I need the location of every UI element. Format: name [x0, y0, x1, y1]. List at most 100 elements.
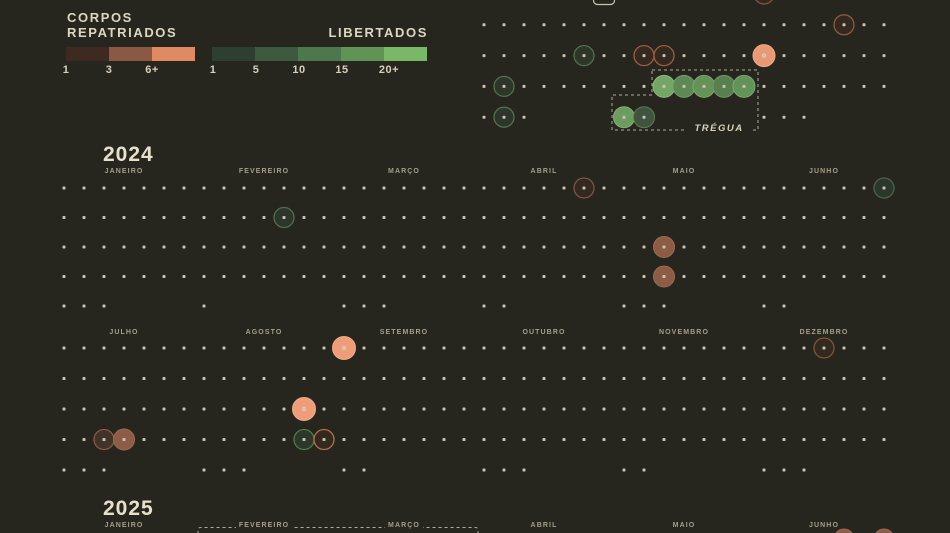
- day-dot: [602, 407, 606, 411]
- day-dot: [642, 377, 646, 380]
- day-dot: [762, 115, 766, 119]
- day-dot: [722, 275, 726, 278]
- day-dot: [642, 216, 646, 219]
- day-dot: [242, 377, 246, 380]
- day-dot: [762, 468, 766, 472]
- day-dot: [242, 438, 246, 441]
- day-dot: [582, 186, 586, 190]
- day-dot: [242, 346, 246, 350]
- day-dot: [722, 54, 726, 58]
- day-dot: [662, 304, 666, 308]
- day-dot: [602, 84, 606, 88]
- day-dot: [362, 216, 366, 219]
- day-dot: [642, 115, 646, 119]
- day-dot: [702, 84, 706, 88]
- day-dot: [382, 186, 386, 190]
- day-dot: [122, 275, 126, 278]
- truce-annotation-box: [611, 69, 759, 131]
- day-dot: [522, 216, 526, 219]
- day-dot: [422, 438, 426, 441]
- legend-scale-repatriados: [66, 47, 195, 61]
- day-dot: [742, 186, 746, 190]
- day-dot: [702, 377, 706, 380]
- day-dot: [482, 186, 486, 190]
- day-dot: [482, 23, 486, 27]
- day-dot: [742, 275, 746, 278]
- day-dot: [742, 407, 746, 411]
- day-dot: [362, 275, 366, 278]
- day-dot: [862, 186, 866, 190]
- day-dot: [582, 377, 586, 380]
- day-dot: [422, 407, 426, 411]
- day-dot: [662, 438, 666, 441]
- day-dot: [482, 407, 486, 411]
- day-dot: [282, 377, 286, 380]
- day-dot: [742, 438, 746, 441]
- day-dot: [362, 304, 366, 308]
- day-dot: [862, 407, 866, 411]
- day-dot: [522, 275, 526, 278]
- month-label-2024-novembro: NOVEMBRO: [658, 329, 710, 336]
- day-dot: [402, 216, 406, 219]
- day-dot: [662, 216, 666, 219]
- day-dot: [562, 275, 566, 278]
- day-dot: [542, 377, 546, 380]
- day-dot: [642, 84, 646, 88]
- day-dot: [202, 468, 206, 472]
- day-dot: [242, 468, 246, 472]
- day-dot: [562, 84, 566, 88]
- day-dot: [462, 216, 466, 219]
- day-dot: [142, 275, 146, 278]
- day-dot: [222, 468, 226, 472]
- day-dot: [782, 216, 786, 219]
- day-dot: [862, 438, 866, 441]
- day-dot: [402, 245, 406, 249]
- day-dot: [82, 186, 86, 190]
- day-dot: [882, 438, 886, 441]
- day-dot: [882, 54, 886, 58]
- day-dot: [202, 245, 206, 249]
- day-dot: [62, 346, 66, 350]
- legend-segment-6+: [152, 47, 195, 61]
- day-dot: [582, 23, 586, 27]
- day-dot: [822, 84, 826, 88]
- day-dot: [362, 407, 366, 411]
- day-dot: [462, 438, 466, 441]
- day-dot: [502, 275, 506, 278]
- day-dot: [822, 377, 826, 380]
- day-dot: [842, 377, 846, 380]
- legend-tick-libertados-15: 15: [335, 64, 349, 76]
- legend-segment-5: [255, 47, 298, 61]
- day-dot: [882, 346, 886, 350]
- day-dot: [382, 438, 386, 441]
- day-dot: [422, 186, 426, 190]
- day-dot: [242, 245, 246, 249]
- day-dot: [762, 186, 766, 190]
- day-dot: [422, 245, 426, 249]
- legend-segment-3: [109, 47, 152, 61]
- month-label-2024-outubro: OUTUBRO: [522, 329, 566, 336]
- day-dot: [482, 346, 486, 350]
- day-dot: [762, 304, 766, 308]
- day-dot: [382, 216, 386, 219]
- day-dot: [62, 186, 66, 190]
- day-dot: [522, 346, 526, 350]
- day-dot: [702, 438, 706, 441]
- day-dot: [622, 346, 626, 350]
- day-dot: [442, 438, 446, 441]
- legend-tick-libertados-10: 10: [292, 64, 306, 76]
- day-dot: [802, 84, 806, 88]
- day-dot: [682, 84, 686, 88]
- day-dot: [842, 346, 846, 350]
- day-dot: [622, 115, 626, 119]
- day-dot: [282, 216, 286, 219]
- month-label-2025-maio: MAIO: [672, 522, 696, 529]
- legend-scale-libertados: [212, 47, 427, 61]
- day-dot: [382, 346, 386, 350]
- day-dot: [702, 54, 706, 58]
- day-dot: [722, 438, 726, 441]
- day-dot: [802, 186, 806, 190]
- day-dot: [122, 346, 126, 350]
- day-dot: [302, 346, 306, 350]
- month-label-2025-janeiro: JANEIRO: [104, 522, 144, 529]
